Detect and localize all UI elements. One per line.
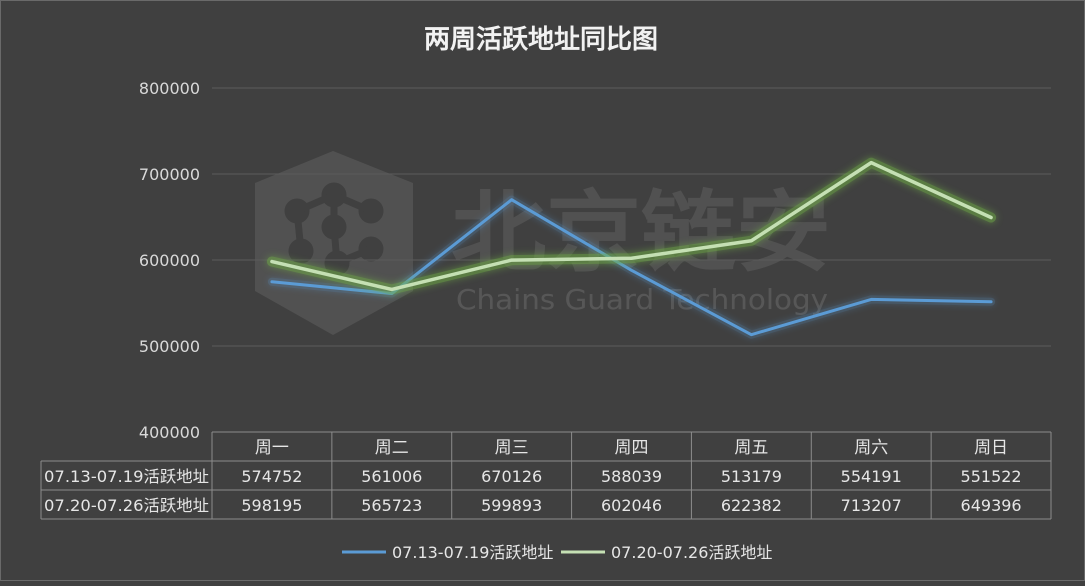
data-table: 周一 周二 周三 周四 周五 周六 周日 07.13-07.19活跃地址 574752 56100… (40, 431, 1052, 520)
y-tick-label: 500000 (139, 337, 200, 356)
table-value: 551522 (961, 467, 1022, 486)
series-line (270, 160, 993, 292)
table-value: 713207 (841, 496, 902, 515)
category-label: 周五 (734, 438, 768, 458)
category-label: 周日 (974, 438, 1008, 458)
watermark-cn: 北京链安 (451, 181, 831, 284)
y-tick-label: 800000 (139, 79, 200, 98)
table-value: 554191 (841, 467, 902, 486)
legend-label: 07.13-07.19活跃地址 (392, 543, 553, 562)
watermark-logo (255, 151, 413, 335)
y-tick-label: 400000 (139, 423, 200, 442)
table-value: 588039 (601, 467, 662, 486)
series-lines (266, 157, 997, 339)
y-axis-labels: 400000 500000 600000 700000 800000 (139, 79, 200, 442)
table-value: 598195 (241, 496, 302, 515)
legend-label: 07.20-07.26活跃地址 (611, 543, 772, 562)
table-value: 622382 (721, 496, 782, 515)
y-tick-label: 700000 (139, 165, 200, 184)
legend: 07.13-07.19活跃地址 07.20-07.26活跃地址 (342, 543, 772, 562)
table-value: 561006 (361, 467, 422, 486)
table-value: 574752 (241, 467, 302, 486)
table-value: 565723 (361, 496, 422, 515)
table-value: 602046 (601, 496, 662, 515)
category-label: 周一 (255, 438, 289, 458)
table-series-name: 07.13-07.19活跃地址 (44, 467, 209, 486)
table-value: 649396 (961, 496, 1022, 515)
table-value: 670126 (481, 467, 542, 486)
category-label: 周二 (375, 438, 409, 458)
table-value: 513179 (721, 467, 782, 486)
table-value: 599893 (481, 496, 542, 515)
y-tick-label: 600000 (139, 251, 200, 270)
category-label: 周三 (495, 438, 529, 458)
table-series-name: 07.20-07.26活跃地址 (44, 496, 209, 515)
chart-title: 两周活跃地址同比图 (424, 25, 658, 55)
category-label: 周六 (854, 438, 888, 458)
watermark-en: Chains Guard Technology (456, 283, 828, 316)
category-label: 周四 (615, 438, 649, 458)
